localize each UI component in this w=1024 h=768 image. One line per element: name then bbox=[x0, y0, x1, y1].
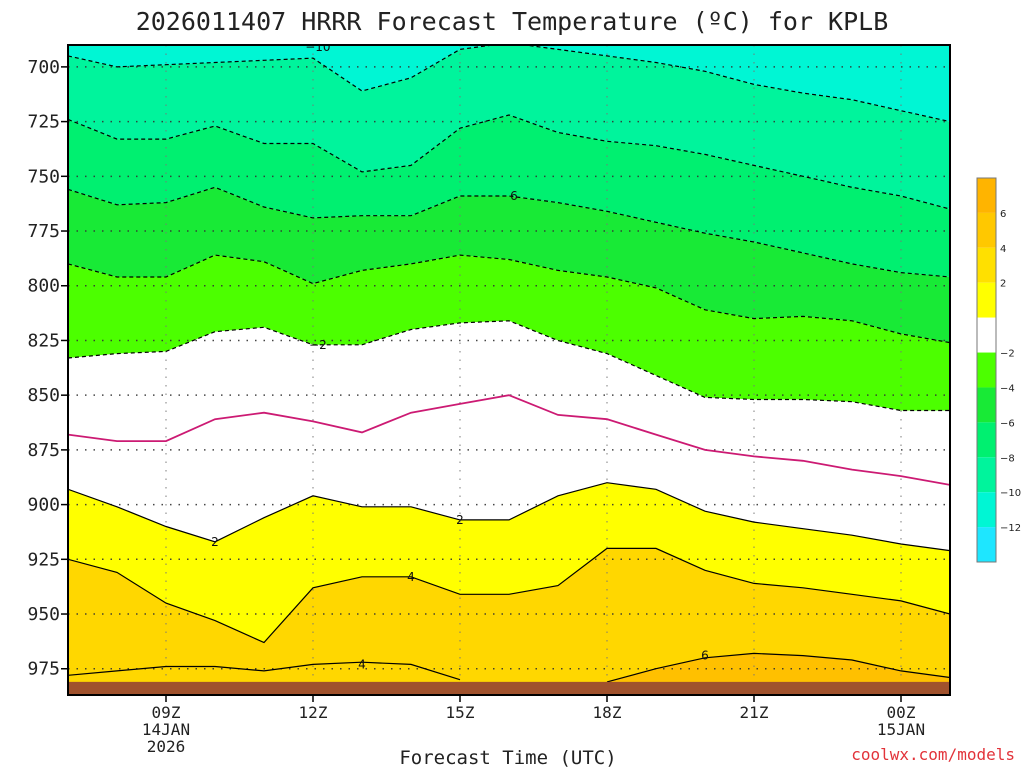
y-tick-label-950: 950 bbox=[27, 604, 60, 625]
isotherm-lines bbox=[68, 45, 950, 683]
y-tick-label-875: 875 bbox=[27, 440, 60, 461]
y-tick-label-925: 925 bbox=[27, 549, 60, 570]
x-tick-label-1-1: 12Z bbox=[299, 703, 328, 722]
isotherm-line-2 bbox=[68, 482, 950, 552]
colorbar-label-5: −6 bbox=[1000, 418, 1015, 429]
y-tick-label-725: 725 bbox=[27, 112, 60, 133]
band-fill-6 bbox=[68, 482, 950, 643]
colorbar-segment-5 bbox=[977, 352, 996, 388]
x-tick-label-4-1: 21Z bbox=[740, 703, 769, 722]
x-axis-label: Forecast Time (UTC) bbox=[399, 747, 616, 768]
colorbar-label-7: −10 bbox=[1000, 488, 1021, 499]
credit-text: coolwx.com/models bbox=[851, 745, 1015, 764]
colorbar-segment-4 bbox=[977, 317, 996, 353]
ground-fill bbox=[68, 681, 950, 695]
band-fill-4 bbox=[68, 255, 950, 411]
isotherm-band-fills bbox=[68, 45, 950, 695]
colorbar-label-6: −8 bbox=[1000, 453, 1015, 464]
y-tick-label-750: 750 bbox=[27, 166, 60, 187]
isotherm-line-m2 bbox=[68, 320, 950, 412]
band-fill-1 bbox=[68, 45, 950, 210]
isotherm-line-4 bbox=[68, 547, 950, 644]
isotherm-label-2: 2 bbox=[211, 535, 219, 549]
y-tick-label-975: 975 bbox=[27, 659, 60, 680]
y-tick-label-850: 850 bbox=[27, 385, 60, 406]
isotherm-labels: −10 6 −2 2 2 4 6 4 bbox=[211, 40, 709, 671]
colorbar-segment-1 bbox=[977, 212, 996, 248]
colorbar-segment-6 bbox=[977, 387, 996, 423]
isotherm-line-4-surface bbox=[68, 661, 461, 681]
colorbar-label-4: −4 bbox=[1000, 383, 1015, 394]
band-fill-0 bbox=[68, 45, 950, 122]
colorbar-label-3: −2 bbox=[1000, 349, 1015, 360]
x-tick-label-0-2: 14JAN bbox=[142, 720, 190, 739]
isotherm-line-0 bbox=[68, 394, 950, 486]
y-tick-label-700: 700 bbox=[27, 57, 60, 78]
colorbar-label-2: 2 bbox=[1000, 279, 1006, 290]
colorbar: 6 4 2 −2 −4 −6 −8 −10 −12 bbox=[976, 177, 1021, 563]
isotherm-label-m6: 6 bbox=[510, 189, 518, 203]
colorbar-frame bbox=[976, 177, 997, 563]
colorbar-segment-10 bbox=[977, 527, 996, 562]
y-axis-ticks: 700 725 750 775 800 825 850 875 900 925 950 975 bbox=[27, 57, 68, 680]
isotherm-label-4: 4 bbox=[407, 570, 415, 584]
isotherm-label-m2: −2 bbox=[309, 338, 327, 352]
plot-frame bbox=[67, 44, 951, 696]
ground-strip bbox=[68, 681, 950, 695]
y-tick-label-775: 775 bbox=[27, 221, 60, 242]
colorbar-segment-2 bbox=[977, 247, 996, 283]
colorbar-label-8: −12 bbox=[1000, 523, 1021, 534]
y-tick-label-800: 800 bbox=[27, 276, 60, 297]
x-tick-label-2-1: 15Z bbox=[446, 703, 475, 722]
isotherm-label-m10: −10 bbox=[305, 40, 330, 54]
band-fill-warm bbox=[538, 653, 950, 682]
x-tick-label-5-2: 15JAN bbox=[877, 720, 925, 739]
colorbar-segment-0 bbox=[977, 178, 996, 213]
colorbar-segment-9 bbox=[977, 492, 996, 528]
colorbar-segment-3 bbox=[977, 282, 996, 318]
isotherm-line-m4 bbox=[68, 254, 950, 344]
colorbar-label-1: 4 bbox=[1000, 244, 1006, 255]
y-tick-label-900: 900 bbox=[27, 495, 60, 516]
colorbar-segment-7 bbox=[977, 422, 996, 458]
isotherm-label-4b: 4 bbox=[358, 657, 366, 671]
chart-title: 2026011407 HRRR Forecast Temperature (ºC… bbox=[136, 7, 889, 36]
isotherm-line-m10 bbox=[68, 45, 950, 123]
band-fill-3 bbox=[68, 187, 950, 343]
isotherm-line-6 bbox=[606, 652, 950, 683]
x-tick-label-3-1: 18Z bbox=[593, 703, 622, 722]
colorbar-label-0: 6 bbox=[1000, 209, 1006, 220]
colorbar-segment-8 bbox=[977, 457, 996, 493]
x-tick-label-0-3: 2026 bbox=[147, 737, 186, 756]
band-fill-5 bbox=[68, 320, 950, 551]
y-tick-label-825: 825 bbox=[27, 330, 60, 351]
isotherm-line-m8 bbox=[68, 114, 950, 210]
x-tick-label-5-1: 00Z bbox=[887, 703, 916, 722]
isotherm-label-2b: 2 bbox=[456, 513, 464, 527]
x-tick-label-0-1: 09Z bbox=[152, 703, 181, 722]
isotherm-label-6: 6 bbox=[701, 649, 709, 663]
plot-area: −10 6 −2 2 2 4 6 4 bbox=[68, 40, 950, 695]
